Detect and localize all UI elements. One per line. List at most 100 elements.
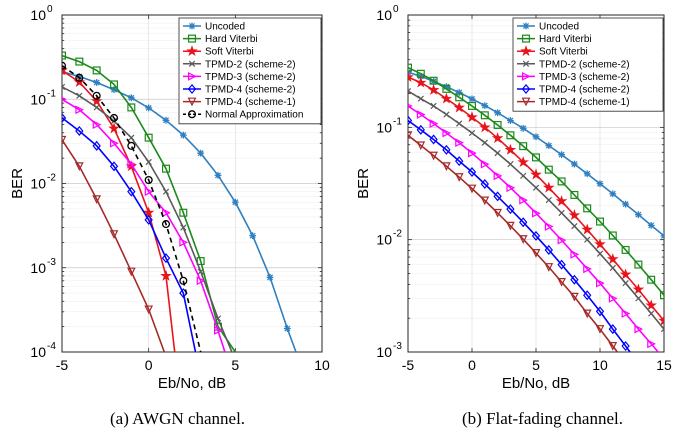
legend-label: Normal Approximation: [205, 110, 303, 121]
series-tpmd-4-scheme-1-point: [416, 141, 426, 151]
series-uncoded-point: [249, 232, 257, 240]
series-hard-viterbi-point: [162, 164, 171, 173]
series-tpmd-3-scheme-2-point: [109, 138, 119, 148]
legend-marker: [522, 60, 530, 67]
legend-label: TPMD-4 (scheme-2): [539, 85, 630, 96]
series-tpmd-2-scheme-2-point-stroke: [609, 264, 616, 272]
series-uncoded-point-stroke: [507, 117, 514, 124]
series-normal-approximation-point: [109, 113, 119, 122]
series-tpmd-2-scheme-2-point-stroke: [532, 184, 540, 191]
series-uncoded-point-stroke: [558, 151, 565, 158]
y-tick-label: 10: [30, 344, 46, 360]
series-uncoded-point: [609, 190, 617, 198]
y-tick-exponent: -4: [47, 341, 56, 352]
series-tpmd-2-scheme-2-point: [456, 120, 463, 127]
series-tpmd-2-scheme-2-point: [408, 87, 412, 95]
series-tpmd-3-scheme-2-point: [196, 276, 206, 286]
y-tick-label: 10: [30, 7, 46, 23]
series-tpmd-4-scheme-1: [62, 135, 166, 352]
x-tick-label: 5: [231, 357, 239, 373]
series-tpmd-4-scheme-2-point: [621, 341, 630, 352]
series-soft-viterbi-point: [594, 238, 606, 250]
legend-entry: TPMD-4 (scheme-2): [517, 83, 630, 96]
series-soft-viterbi-point: [568, 209, 581, 221]
legend-label: Hard Viterbi: [205, 34, 258, 45]
legend-label: Soft Viterbi: [539, 47, 588, 58]
series-tpmd-4-scheme-2-point: [648, 377, 655, 385]
series-tpmd-2-scheme-2-point-stroke: [660, 325, 664, 330]
series-uncoded-point-stroke: [408, 71, 412, 76]
series-uncoded-point: [647, 221, 655, 229]
x-axis-label: Eb/No, dB: [158, 375, 226, 392]
series-tpmd-4-scheme-1-point: [531, 249, 541, 258]
series-tpmd-4-scheme-1-point: [493, 208, 502, 218]
series-uncoded-point: [507, 117, 514, 124]
series-tpmd-3-scheme-2-point: [480, 159, 490, 169]
series-uncoded-point: [558, 151, 565, 159]
series-uncoded-point-stroke: [214, 172, 222, 179]
x-tick-label: 10: [314, 357, 330, 373]
series-tpmd-3-scheme-2-point: [416, 110, 426, 119]
series-tpmd-3-scheme-2-point: [442, 128, 452, 138]
series-uncoded-point-stroke: [622, 201, 629, 208]
series-tpmd-2-scheme-2-point-stroke: [408, 87, 412, 92]
legend-marker: [187, 83, 197, 95]
y-tick-label: 10: [30, 260, 46, 276]
legend-label: TPMD-2 (scheme-2): [539, 59, 630, 70]
series-tpmd-2-scheme-2-point-stroke: [162, 188, 170, 195]
series-tpmd-3-scheme-2-point: [570, 249, 580, 259]
y-tick-exponent: -1: [47, 88, 56, 99]
series-tpmd-2-scheme-2-point-stroke: [408, 90, 412, 95]
series-hard-viterbi-point: [531, 153, 540, 162]
series-uncoded-point: [635, 211, 642, 219]
series-soft-viterbi-point: [466, 111, 478, 123]
series-uncoded-point: [622, 200, 629, 208]
series-tpmd-4-scheme-2-point: [429, 134, 438, 145]
series-tpmd-3-scheme-2-point: [162, 208, 171, 218]
series-tpmd-2-scheme-2-point-stroke: [417, 95, 424, 102]
series-uncoded-point: [596, 180, 604, 188]
series-normal-approximation-point: [144, 175, 153, 185]
series-uncoded-point-stroke: [180, 132, 187, 139]
series-tpmd-2-scheme-2-point-stroke: [481, 139, 488, 146]
series-normal-approximation-point: [161, 220, 171, 229]
series-uncoded-point: [93, 79, 101, 86]
legend-entry: Hard Viterbi: [517, 34, 592, 45]
series-tpmd-4-scheme-1-point: [570, 292, 579, 302]
series-normal-approximation-line: [62, 65, 202, 352]
legend-entry: TPMD-3 (scheme-2): [517, 72, 630, 83]
series-tpmd-2-scheme-2-point-stroke: [635, 295, 642, 302]
series-tpmd-2-scheme-2-point-stroke: [545, 196, 552, 204]
series-hard-viterbi-point: [647, 275, 656, 284]
series-tpmd-4-scheme-1-point: [648, 395, 655, 402]
caption-flat-fading: (b) Flat-fading channel.: [462, 409, 623, 428]
series-tpmd-3-scheme-2-point: [506, 183, 516, 193]
series-tpmd-2-scheme-2-point: [443, 111, 450, 118]
series-uncoded-point-stroke: [284, 325, 291, 332]
series-hard-viterbi-point: [634, 260, 643, 269]
series-hard-viterbi-line: [408, 66, 664, 296]
series-tpmd-4-scheme-1-point: [582, 309, 592, 319]
series-soft-viterbi-point: [504, 143, 517, 155]
legend-marker: [521, 34, 530, 43]
legend-entry: TPMD-2 (scheme-2): [517, 59, 630, 70]
x-tick-label: 0: [468, 357, 476, 373]
series-tpmd-2-scheme-2-point-stroke: [507, 161, 514, 168]
legend-label: Uncoded: [205, 22, 245, 33]
x-tick-label: -5: [402, 357, 415, 373]
legend-entry: TPMD-3 (scheme-2): [183, 72, 296, 83]
series-tpmd-4-scheme-2-point: [408, 115, 413, 126]
series-tpmd-2-scheme-2-point: [596, 250, 604, 257]
series-uncoded-point-stroke: [571, 161, 578, 168]
series-tpmd-2-scheme-2-point: [93, 104, 100, 111]
series-hard-viterbi-point: [109, 80, 118, 89]
series-uncoded-point-stroke: [532, 133, 540, 140]
x-tick-label: -5: [56, 357, 69, 373]
legend-label: TPMD-2 (scheme-2): [205, 59, 296, 70]
series-uncoded-point-stroke: [494, 109, 501, 116]
series-tpmd-3-scheme-2: [408, 103, 660, 352]
x-tick-label: 15: [656, 357, 672, 373]
